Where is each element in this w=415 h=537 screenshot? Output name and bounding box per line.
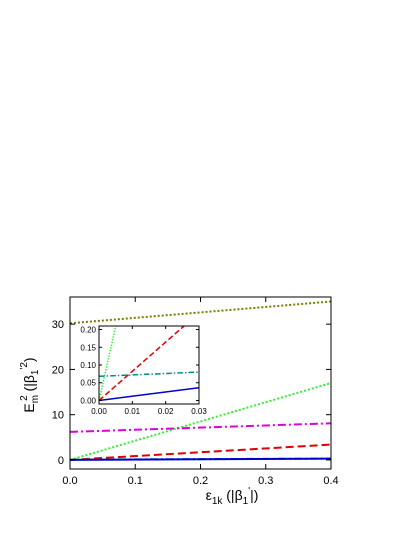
inset-y-tick-label: 0.20 <box>80 326 96 335</box>
main-y-tick-label: 0 <box>58 455 64 467</box>
inset-x-tick-label: 0.02 <box>158 407 174 416</box>
main-y-tick-label: 20 <box>52 364 64 376</box>
main-plot: 0.0 0.1 0.2 0.3 0.4 0 10 20 30 <box>52 296 339 487</box>
main-series-1-line <box>70 300 331 325</box>
main-series-3-line <box>70 422 331 433</box>
inset-y-tick-label: 0.15 <box>80 343 96 352</box>
main-x-tick-label: 0.0 <box>62 475 77 487</box>
y-axis-title: Em2 (|β1'2) <box>19 357 41 412</box>
inset-y-tick-label: 0.05 <box>80 379 96 388</box>
main-x-tick-label: 0.2 <box>193 475 208 487</box>
inset-plot: 0.00 0.01 0.02 0.03 0.00 0.05 0.10 0.15 0.20 <box>80 325 207 416</box>
inset-series-group <box>99 326 199 402</box>
main-series-6-line <box>70 457 331 461</box>
main-x-tick-label: 0.3 <box>258 475 273 487</box>
inset-series-2-line <box>99 326 185 402</box>
inset-series-3-line <box>99 371 199 378</box>
main-series-group <box>70 300 331 461</box>
inset-x-tick-label: 0.03 <box>191 407 207 416</box>
inset-series-4-line <box>99 386 199 402</box>
inset-y-tick-label: 0.10 <box>80 361 96 370</box>
main-y-tick-label: 30 <box>52 319 64 331</box>
x-axis-title: ε1k (|β1'|) <box>206 486 259 507</box>
inset-x-tick-label: 0.00 <box>91 407 107 416</box>
main-y-tick-label: 10 <box>52 410 64 422</box>
main-series-2-line <box>70 382 331 461</box>
inset-background <box>99 326 199 404</box>
main-series-4-line <box>70 443 331 461</box>
main-x-tick-label: 0.1 <box>128 475 143 487</box>
main-x-tick-label: 0.4 <box>323 475 338 487</box>
inset-x-tick-label: 0.01 <box>125 407 141 416</box>
inset-y-tick-label: 0.00 <box>80 396 96 405</box>
